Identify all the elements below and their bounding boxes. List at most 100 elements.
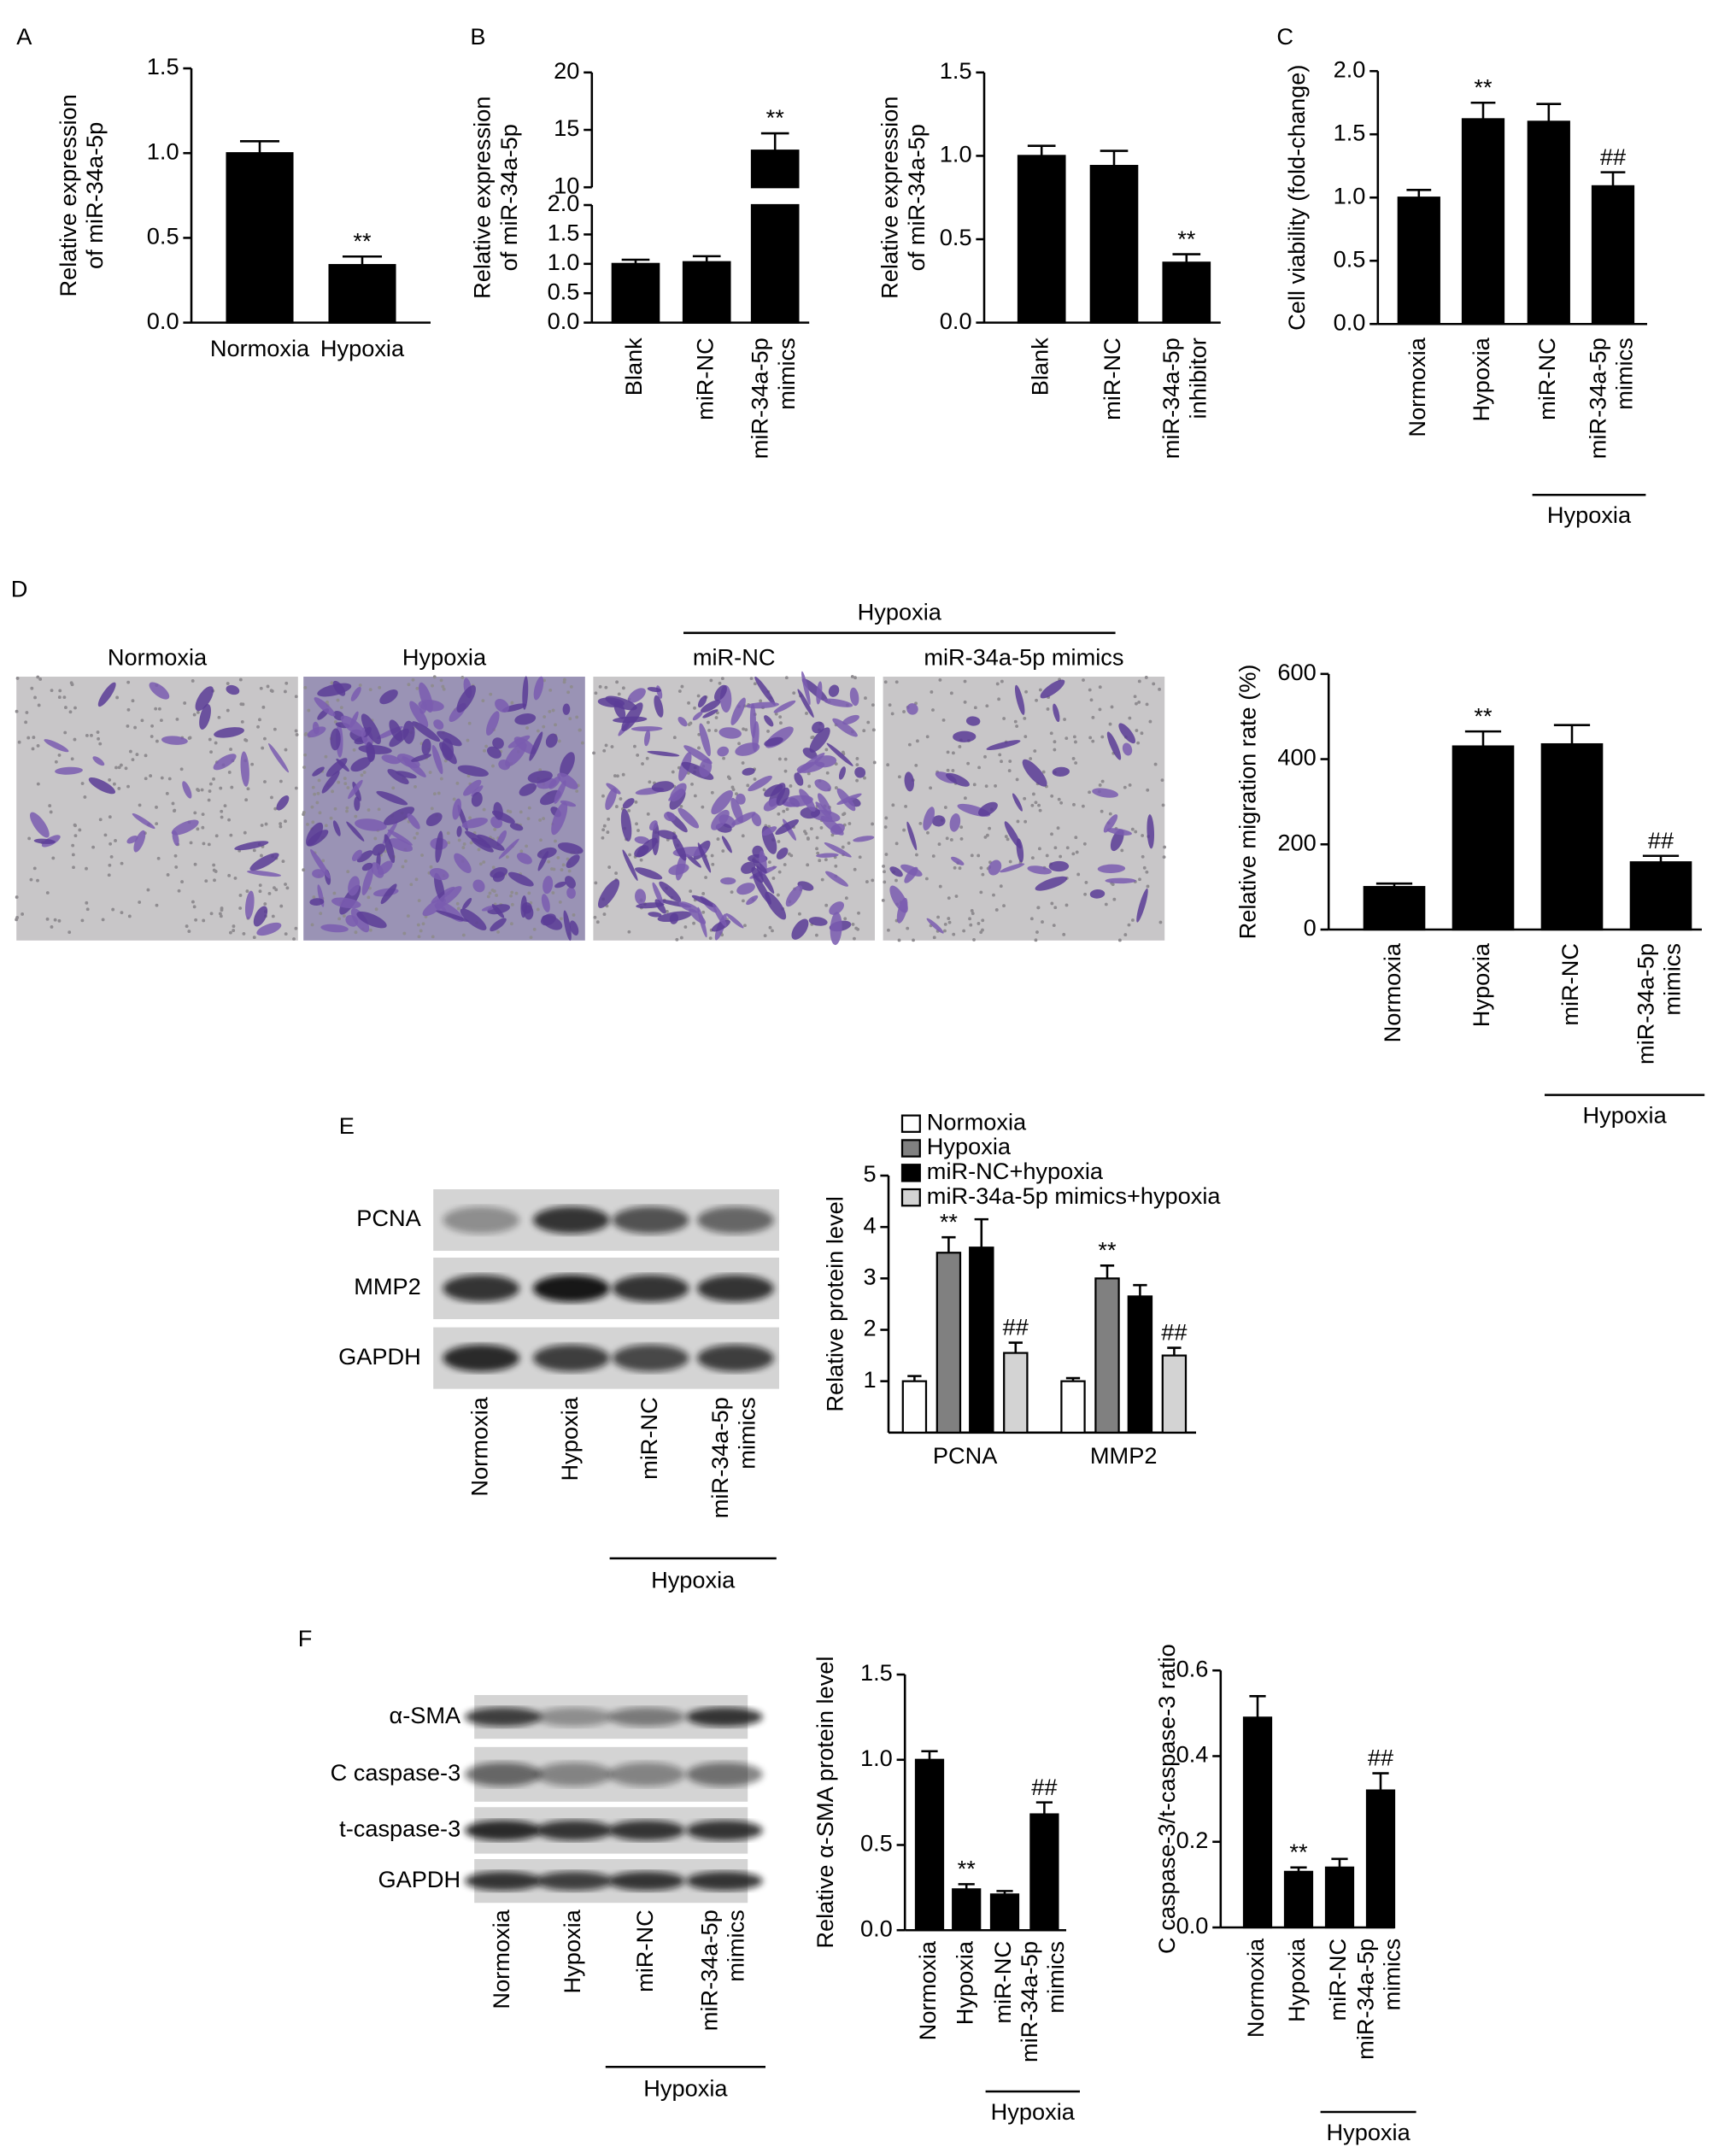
pore [417,899,421,903]
pore [532,927,537,931]
cell [33,838,56,844]
pore [527,806,531,810]
pore [538,768,542,772]
pore [360,773,364,777]
blot-band [533,1275,610,1302]
pore [256,724,260,729]
cell [814,779,831,792]
blot-band [612,1344,689,1372]
pore [260,854,263,858]
pore [777,812,781,816]
pore [514,891,519,895]
pore [746,783,750,788]
pore [936,915,941,919]
cell [651,781,674,793]
pore [333,807,337,811]
pore [742,727,746,731]
pore [302,868,306,872]
cell [756,865,775,894]
cell [606,783,621,795]
bar [901,1380,928,1434]
pore [313,792,317,796]
cell [495,699,509,713]
pore [108,842,113,846]
pore [519,810,523,814]
cell [648,820,658,830]
cell [677,716,688,727]
pore [1030,803,1035,807]
cell [634,867,663,880]
pore [97,736,101,741]
cell [672,835,687,861]
pore [810,736,814,740]
pore [798,912,801,916]
cell [361,866,374,895]
lane-label-line: miR-34a-5p [707,1397,733,1518]
legend-label: miR-NC+hypoxia [927,1158,1104,1184]
pore [510,701,514,705]
cell [454,853,472,874]
pore [358,683,362,687]
pore [204,879,208,883]
pore [693,794,697,798]
pore [915,853,918,857]
cell [1106,828,1132,836]
lane-label: Normoxia [466,1396,492,1496]
pore [244,798,249,802]
pore [805,712,808,715]
blot-band [697,1344,774,1372]
cell [457,765,489,777]
pore [834,786,838,790]
pore [311,820,315,824]
x-tick-label: MMP2 [1090,1442,1158,1469]
pore [439,777,443,781]
pore [306,823,309,826]
pore [281,859,285,864]
error-bar [1372,1772,1389,1791]
cell [659,881,682,903]
cell [566,887,576,900]
pore [214,741,218,745]
pore [855,778,859,783]
cell [730,697,746,725]
pore [310,923,314,927]
cell [1035,876,1068,891]
pore [575,789,579,793]
pore [547,859,551,864]
pore [853,936,856,941]
pore [753,682,757,686]
panel-label: D [11,575,28,601]
cell [613,716,648,724]
lane-label: miR-NC [636,1397,662,1480]
cell [557,772,578,789]
pore [580,741,584,745]
pore [238,894,243,897]
pore [103,833,108,837]
pore [140,719,144,723]
pore [704,876,708,879]
error-bar [1600,171,1626,186]
cell [816,681,823,705]
bar [1283,1870,1314,1929]
significance-marker: ** [958,1856,976,1882]
pore [1023,819,1028,824]
pore [843,917,847,921]
pore [486,895,490,899]
pore [1137,701,1141,704]
pore [302,812,306,817]
pore [33,695,37,700]
pore [326,700,329,704]
pore [261,746,265,750]
blot-row-label: α-SMA [390,1702,462,1728]
pore [824,748,829,752]
pore [766,729,770,733]
cell [669,912,679,924]
cell [654,695,664,718]
pore [1062,932,1066,936]
pore [890,712,894,716]
lane-label: Normoxia [488,1909,514,2009]
pore [167,777,172,781]
pore [777,840,781,843]
pore [441,684,445,689]
pore [1128,716,1132,720]
